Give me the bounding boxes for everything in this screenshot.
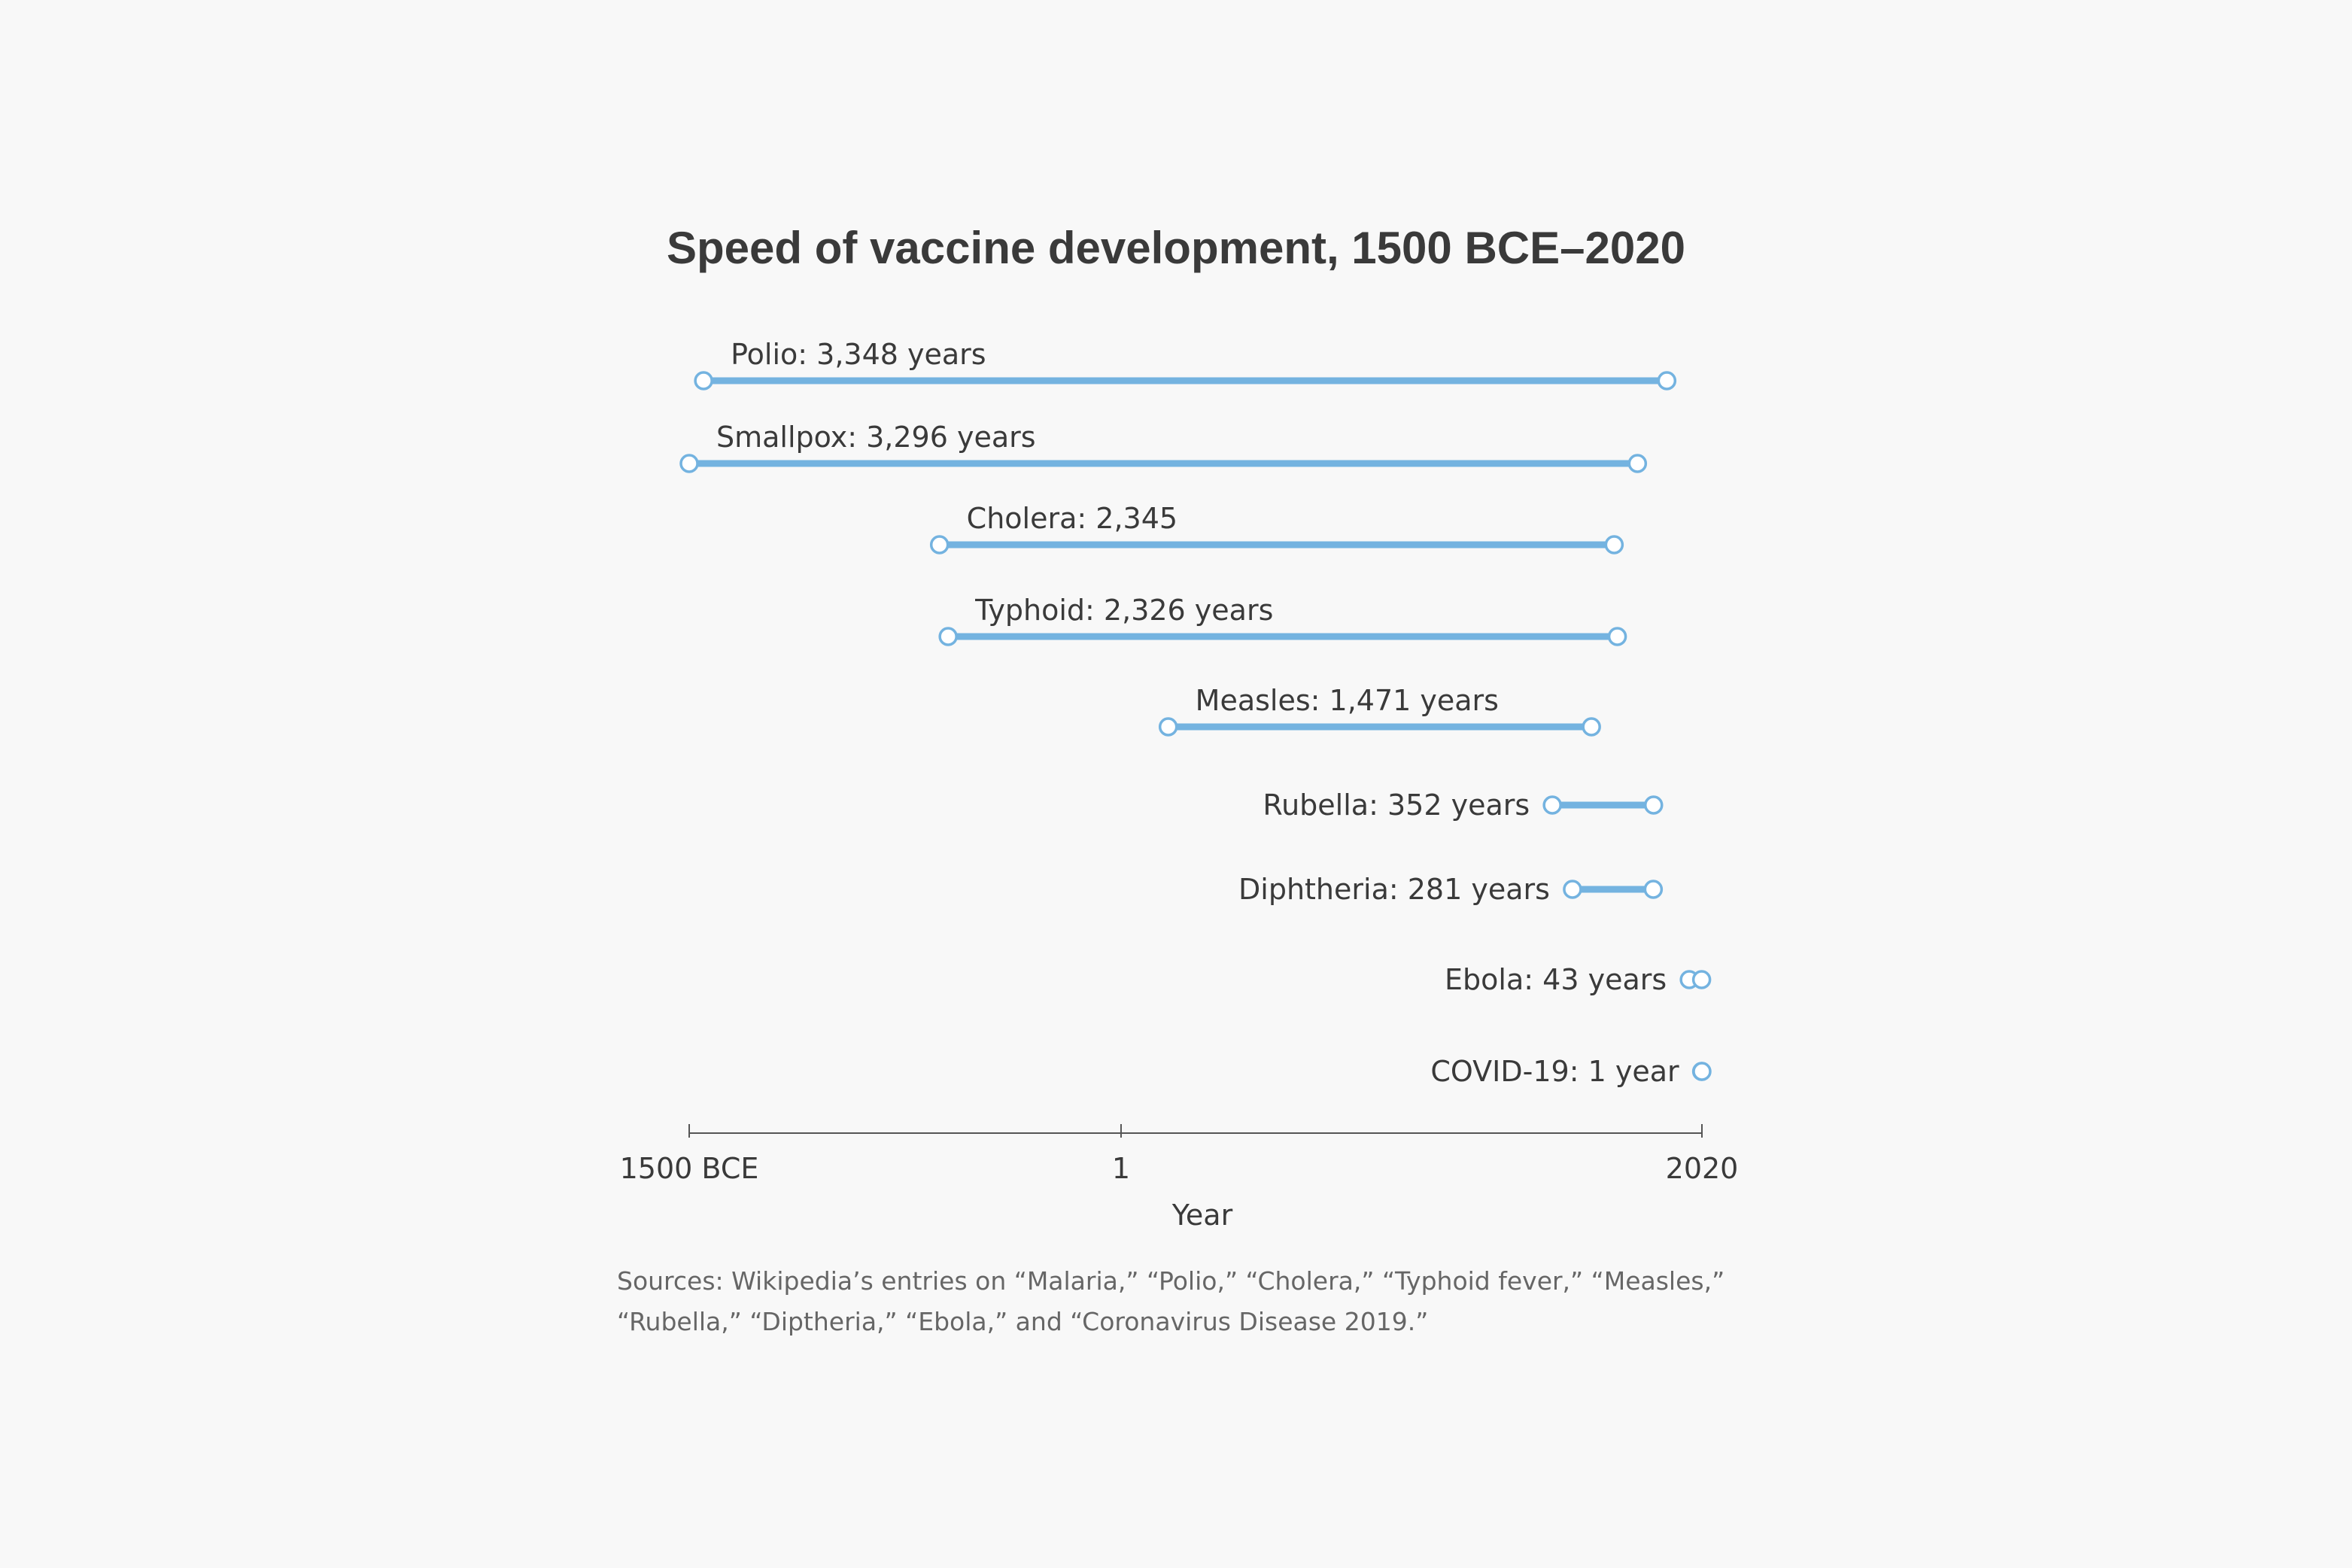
dumbbell-row: Polio: 3,348 years: [694, 338, 1677, 390]
sources-line-1: Sources: Wikipedia’s entries on “Malaria…: [617, 1266, 1724, 1296]
bar-label: Measles: 1,471 years: [1196, 684, 1499, 717]
end-point: [1604, 535, 1624, 555]
dumbbell-row: Rubella: 352 years: [1263, 789, 1664, 822]
dumbbell-row: Ebola: 43 years: [1445, 963, 1712, 996]
dumbbell-row: Typhoid: 2,326 years: [938, 594, 1627, 646]
start-point: [694, 371, 713, 390]
bar-label: Typhoid: 2,326 years: [974, 594, 1273, 627]
end-point: [1607, 627, 1627, 646]
dumbbell-row: Cholera: 2,345: [929, 502, 1624, 555]
end-point: [1692, 1062, 1712, 1081]
end-point: [1644, 795, 1664, 815]
x-axis-title: Year: [1171, 1199, 1233, 1232]
dumbbell-rows: Polio: 3,348 years Smallpox: 3,296 years C…: [679, 338, 1712, 1088]
dumbbell-row: Diphtheria: 281 years: [1238, 873, 1664, 906]
start-point: [938, 627, 958, 646]
bar-label: Smallpox: 3,296 years: [716, 421, 1036, 454]
start-point: [1542, 795, 1562, 815]
dumbbell-row: Smallpox: 3,296 years: [679, 421, 1648, 473]
x-tick-label: 2020: [1666, 1152, 1739, 1185]
chart-title: Speed of vaccine development, 1500 BCE–2…: [667, 223, 1685, 273]
start-point: [1563, 880, 1582, 899]
start-point: [1158, 717, 1178, 737]
end-point: [1582, 717, 1601, 737]
start-point: [929, 535, 950, 555]
dumbbell-row: Measles: 1,471 years: [1158, 684, 1601, 737]
end-point: [1627, 454, 1648, 473]
bar-label: Rubella: 352 years: [1263, 789, 1530, 822]
end-point: [1691, 970, 1712, 989]
end-point: [1657, 371, 1677, 390]
start-point: [679, 454, 699, 473]
bar-label: Polio: 3,348 years: [731, 338, 986, 371]
dumbbell-row: COVID-19: 1 year: [1430, 1055, 1712, 1088]
end-point: [1643, 880, 1664, 899]
bar-label: Ebola: 43 years: [1445, 963, 1667, 996]
bar-label: Cholera: 2,345: [967, 502, 1178, 535]
bar-label: COVID-19: 1 year: [1430, 1055, 1679, 1088]
x-tick-label: 1: [1112, 1152, 1130, 1185]
sources-line-2: “Rubella,” “Diptheria,” “Ebola,” and “Co…: [617, 1307, 1428, 1336]
bar-label: Diphtheria: 281 years: [1238, 873, 1550, 906]
x-axis: 1500 BCE 1 2020: [620, 1124, 1739, 1185]
x-tick-label: 1500 BCE: [620, 1152, 759, 1185]
